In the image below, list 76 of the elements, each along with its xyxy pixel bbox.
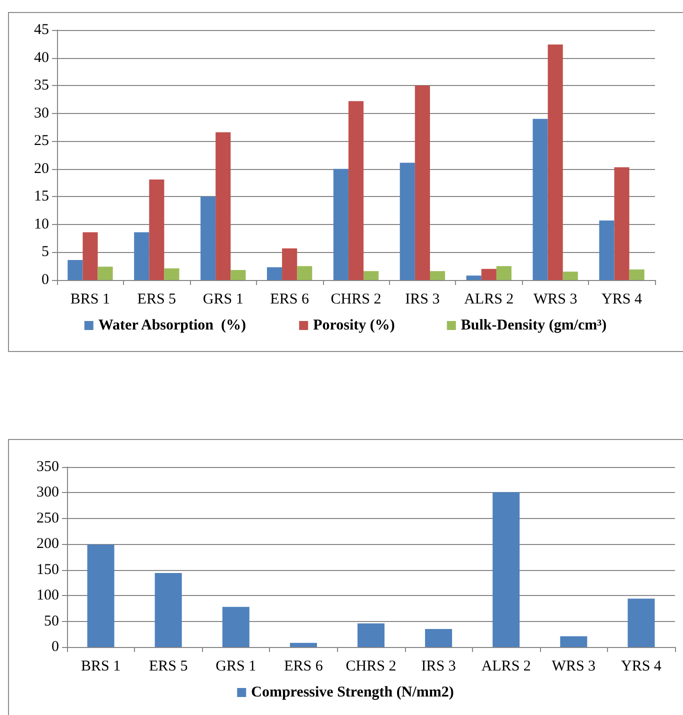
y-tick-label: 25 (34, 133, 49, 150)
x-tick-label: ERS 5 (137, 292, 176, 308)
y-tick-label: 5 (42, 244, 49, 260)
bar (82, 232, 98, 280)
bar (357, 623, 385, 647)
bar (87, 544, 114, 647)
x-tick-label: WRS 3 (552, 658, 596, 674)
y-tick-label: 150 (36, 562, 59, 578)
x-tick-label: WRS 3 (533, 292, 578, 308)
y-tick-label: 350 (36, 459, 59, 475)
x-tick-label: ERS 5 (148, 658, 188, 674)
bar (614, 167, 630, 280)
bar (297, 266, 312, 280)
bar (348, 101, 364, 280)
legend-label: Bulk-Density (gm/cm³) (460, 318, 607, 334)
x-tick-label: BRS 1 (80, 658, 121, 674)
bar (532, 118, 548, 280)
y-tick-label: 35 (34, 78, 49, 94)
y-tick-label: 15 (34, 188, 49, 205)
bar (68, 260, 83, 280)
x-tick-label: CHRS 2 (346, 658, 396, 674)
x-tick-label: CHRS 2 (330, 292, 382, 308)
x-tick-label: IRS 3 (421, 658, 456, 674)
bar (414, 86, 430, 280)
x-tick-label: BRS 1 (70, 292, 110, 308)
bar (222, 606, 250, 647)
y-tick-label: 20 (34, 160, 49, 177)
bar (466, 276, 482, 280)
y-tick-label: 300 (36, 484, 59, 501)
x-tick-label: ERS 6 (284, 658, 324, 674)
bar (496, 266, 512, 280)
x-tick-label: ALRS 2 (464, 292, 514, 308)
y-tick-label: 200 (36, 536, 59, 552)
bar (562, 272, 578, 280)
legend-label: Water Absorption (%) (98, 318, 246, 334)
y-tick-label: 50 (44, 613, 59, 630)
x-tick-label: YRS 4 (602, 292, 642, 308)
x-tick-label: GRS 1 (202, 292, 244, 308)
legend-label: Compressive Strength (N/mm2) (251, 684, 454, 700)
y-tick-label: 45 (34, 22, 49, 38)
bar (492, 492, 520, 647)
bar (400, 162, 415, 280)
y-tick-label: 10 (34, 216, 49, 232)
y-tick-label: 250 (36, 510, 59, 526)
bar (629, 269, 644, 280)
bar (430, 271, 446, 280)
bar (599, 220, 614, 280)
bar (282, 248, 298, 280)
bar (560, 636, 588, 647)
x-tick-label: GRS 1 (216, 658, 256, 674)
bar (98, 266, 113, 280)
bar (290, 642, 317, 647)
y-tick-label: 40 (34, 50, 49, 66)
legend-label: Porosity (%) (313, 318, 395, 334)
bar (548, 44, 563, 280)
x-tick-label: ERS 6 (270, 292, 310, 308)
bar (216, 132, 231, 280)
bar (266, 267, 282, 280)
bar (149, 179, 164, 280)
bar (364, 271, 379, 280)
bar (481, 268, 496, 280)
bar (333, 168, 348, 280)
bar (200, 196, 216, 280)
bar (425, 629, 452, 647)
y-tick-label: 100 (36, 588, 59, 604)
bar (154, 572, 182, 647)
bar (230, 270, 246, 280)
x-tick-label: ALRS 2 (481, 658, 531, 674)
x-tick-label: YRS 4 (621, 658, 662, 674)
y-tick-label: 30 (34, 105, 49, 122)
x-tick-label: IRS 3 (405, 292, 440, 308)
y-tick-label: 0 (52, 639, 59, 655)
y-tick-label: 0 (42, 272, 49, 288)
bar (628, 598, 655, 647)
bar (164, 268, 180, 280)
bar (134, 232, 150, 280)
